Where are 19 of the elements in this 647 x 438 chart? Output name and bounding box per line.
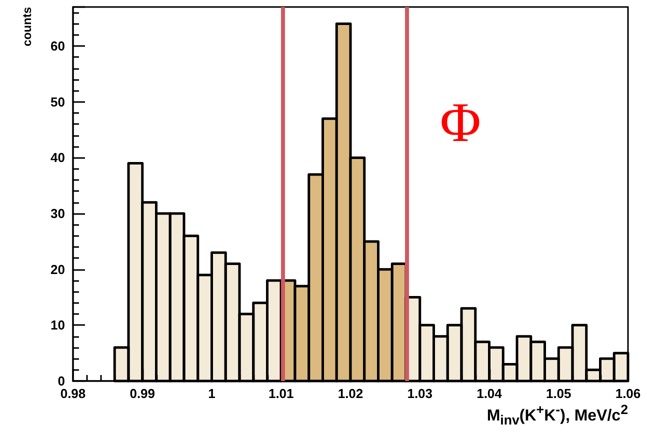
x-tick-label: 1.04 [476,386,503,401]
x-tick-label: 1.01 [268,386,294,401]
x-tick-label: 0.99 [130,386,156,401]
x-tick-label: 1.05 [546,386,572,401]
y-tick-label: 0 [58,374,65,388]
y-tick-label: 50 [50,94,65,110]
y-tick-label: 20 [50,262,65,277]
x-tick-label: 1.02 [338,386,364,401]
y-tick-label: 40 [50,150,65,166]
x-tick-label: 1.03 [407,386,433,401]
annotation: Φ [440,92,481,154]
y-tick-label: 10 [50,318,65,333]
x-axis-title: M$_{inv}$(K$^{+}$K$^{-}$), MeV/c$^{2}$ [486,401,628,430]
y-tick-label: 60 [50,38,65,54]
y-axis-title: counts [20,6,34,46]
y-tick-label: 30 [50,206,65,222]
x-tick-label: 1.06 [615,386,641,401]
x-tick-label: 1 [208,386,216,401]
x-tick-label: 0.98 [60,386,86,401]
